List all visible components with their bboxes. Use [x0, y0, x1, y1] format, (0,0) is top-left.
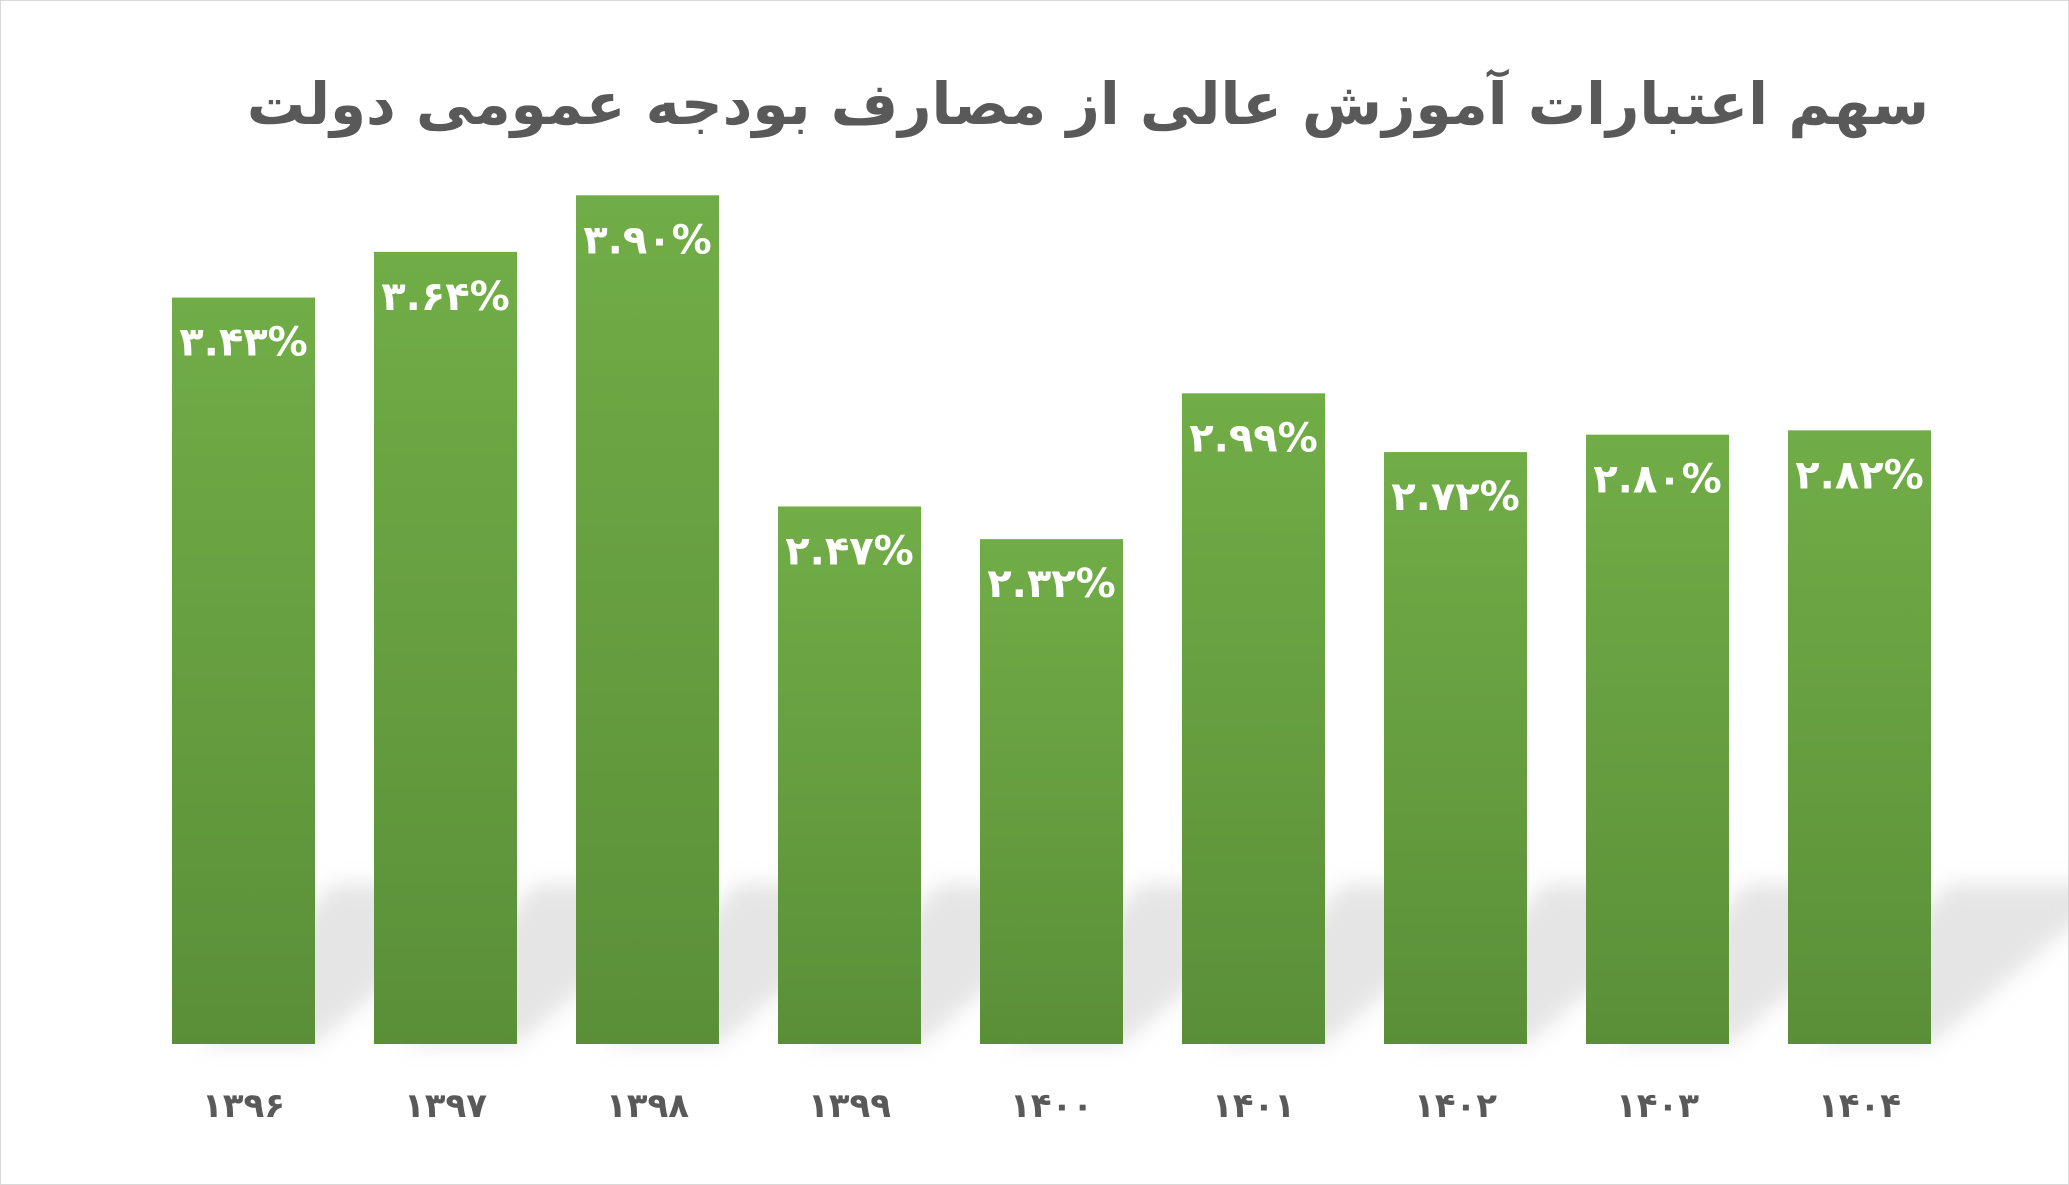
x-axis-ticks: ۱۳۹۶ ۱۳۹۷ ۱۳۹۸ ۱۳۹۹ ۱۴۰۰ ۱۴۰۱ ۱۴۰۲ ۱۴۰۳ ۱۴۰۴: [202, 1086, 1901, 1126]
bar-۱۴۰۰: [980, 539, 1123, 1044]
data-label: ۳.۶۴%: [381, 274, 510, 320]
data-label: ۲.۷۲%: [1391, 474, 1520, 520]
x-tick-label: ۱۴۰۰: [1010, 1086, 1093, 1126]
x-tick-label: ۱۳۹۸: [606, 1086, 689, 1126]
x-tick-label: ۱۳۹۷: [404, 1086, 487, 1126]
data-label: ۳.۴۳%: [179, 320, 308, 366]
bar-۱۳۹۸: [576, 195, 719, 1045]
bar-۱۴۰۳: [1586, 434, 1729, 1045]
x-tick-label: ۱۴۰۴: [1818, 1086, 1901, 1126]
data-label: ۳.۹۰%: [583, 217, 712, 263]
bar-۱۳۹۷: [374, 251, 517, 1044]
x-tick-label: ۱۳۹۹: [808, 1086, 891, 1126]
x-tick-label: ۱۳۹۶: [202, 1086, 285, 1126]
x-tick-label: ۱۴۰۳: [1616, 1086, 1699, 1126]
data-label: ۲.۸۰%: [1593, 457, 1722, 503]
bar-۱۴۰۲: [1384, 452, 1527, 1045]
data-label: ۲.۳۲%: [987, 561, 1116, 607]
bar-۱۴۰۱: [1182, 393, 1325, 1044]
data-labels-group: ۳.۴۳% ۳.۶۴% ۳.۹۰% ۲.۴۷% ۲.۳۲% ۲.۹۹% ۲.۷۲% ۲.۸۰%…: [179, 217, 1924, 607]
x-tick-label: ۱۴۰۱: [1212, 1086, 1295, 1126]
data-label: ۲.۹۹%: [1189, 415, 1318, 461]
data-label: ۲.۸۲%: [1795, 452, 1924, 498]
chart-title: سهم اعتبارات آموزش عالی از مصارف بودجه ع…: [246, 70, 1929, 138]
data-label: ۲.۴۷%: [785, 528, 914, 574]
x-tick-label: ۱۴۰۲: [1414, 1086, 1497, 1126]
bar-۱۳۹۶: [172, 297, 315, 1045]
bars-group: [172, 195, 1931, 1045]
bar-۱۴۰۴: [1788, 430, 1931, 1044]
bar-۱۳۹۹: [778, 506, 921, 1044]
